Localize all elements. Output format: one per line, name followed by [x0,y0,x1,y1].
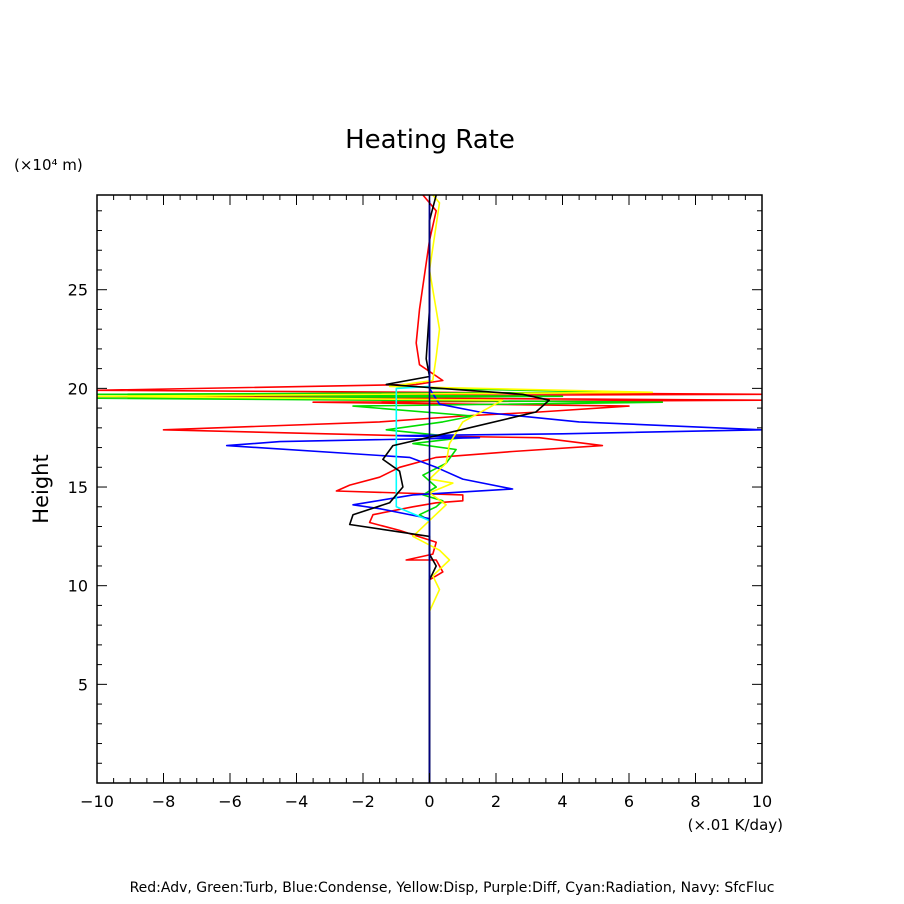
x-tick-label: 0 [424,792,434,811]
series-line-condense [225,200,762,783]
plot-frame [96,194,763,784]
y-tick-label: 25 [68,281,88,300]
y-tick-label: 20 [68,379,88,398]
tick-labels: −10 −8 −6 −4 −2 0 2 4 6 8 10 5 10 15 20 25 [68,281,773,811]
y-tick-label: 10 [68,577,88,596]
x-tick-label: 8 [690,792,700,811]
y-tick-label: 15 [68,478,88,497]
x-tick-label: −4 [285,792,309,811]
x-tick-label: −8 [152,792,176,811]
series-line-net [348,195,551,783]
y-axis-label: Height [29,454,53,523]
legend-caption: Red:Adv, Green:Turb, Blue:Condense, Yell… [130,880,775,896]
x-unit-label: (×.01 K/day) [688,816,783,834]
y-unit-label: (×10⁴ m) [14,156,83,174]
x-tick-label: 6 [624,792,634,811]
x-tick-label: −6 [218,792,242,811]
x-tick-label: 10 [752,792,772,811]
series-layer [97,195,762,783]
series-line-radiation [395,385,430,522]
axis-ticks [96,195,763,783]
x-tick-label: −2 [351,792,375,811]
chart-title: Heating Rate [345,125,515,155]
x-tick-label: −10 [80,792,114,811]
x-tick-label: 2 [491,792,501,811]
y-tick-label: 5 [78,675,88,694]
x-tick-label: 4 [557,792,567,811]
series-line-turb [97,387,664,783]
series-line-disp [97,195,654,612]
